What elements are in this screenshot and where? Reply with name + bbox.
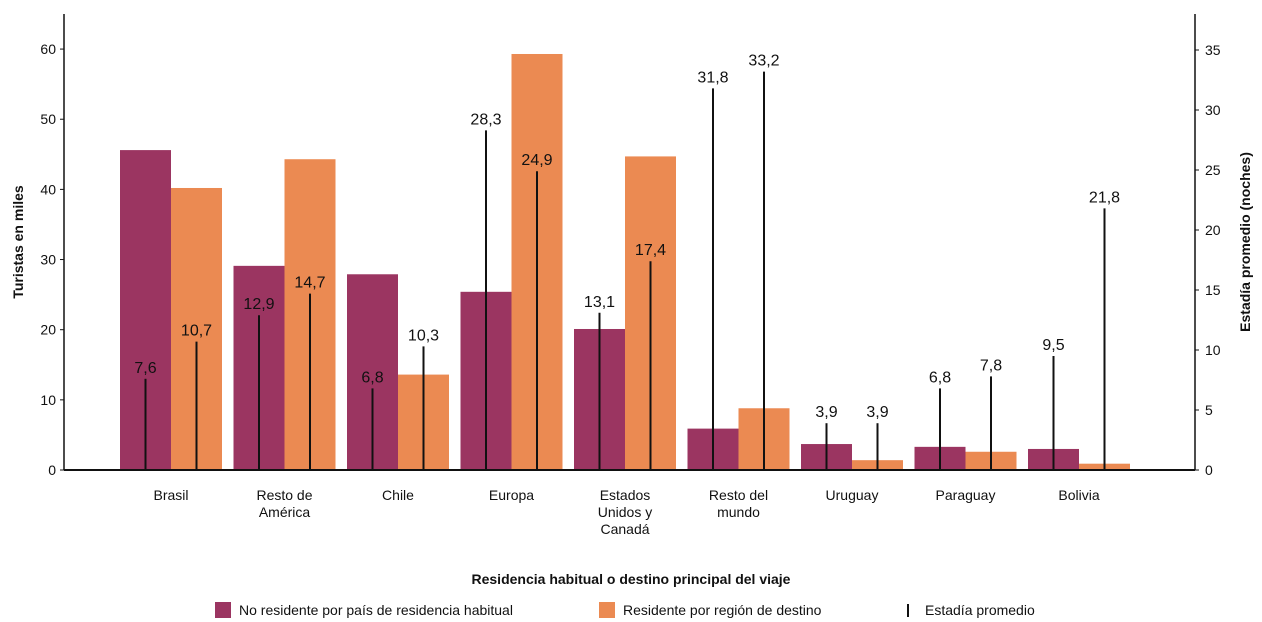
stay-label-no-residente: 31,8 — [697, 69, 728, 86]
y2-tick-label: 5 — [1205, 402, 1213, 418]
legend: No residente por país de residencia habi… — [215, 602, 1035, 618]
x-category-label: Estados — [600, 487, 651, 503]
stay-label-no-residente: 28,3 — [470, 111, 501, 128]
legend-label-residente: Residente por región de destino — [623, 602, 822, 618]
y2-tick-label: 10 — [1205, 342, 1221, 358]
stay-label-residente: 7,8 — [980, 357, 1002, 374]
legend-label-estadia: Estadía promedio — [925, 602, 1035, 618]
x-category-label: Paraguay — [936, 487, 996, 503]
x-category-label: Canadá — [600, 521, 649, 537]
stay-line-group — [144, 71, 1106, 470]
stay-label-residente: 33,2 — [748, 53, 779, 70]
stay-label-residente: 24,9 — [521, 152, 552, 169]
x-category-label: Resto del — [709, 487, 768, 503]
stay-label-no-residente: 9,5 — [1042, 337, 1064, 354]
stay-label-no-residente: 6,8 — [361, 369, 383, 386]
y2-tick-label: 0 — [1205, 462, 1213, 478]
axes: 0 10 20 30 40 50 60 0 5 10 15 20 25 30 35 — [40, 14, 1221, 478]
y-tick-label: 10 — [40, 392, 56, 408]
y-tick-label: 20 — [40, 322, 56, 338]
bar-group — [120, 53, 1130, 471]
legend-label-no-residente: No residente por país de residencia habi… — [239, 602, 513, 618]
x-category-label: Europa — [489, 487, 534, 503]
stay-label-residente: 14,7 — [294, 275, 325, 292]
y2-tick-label: 35 — [1205, 42, 1221, 58]
legend-swatch-residente — [599, 602, 615, 618]
y2-axis-title: Estadía promedio (noches) — [1237, 152, 1253, 332]
y2-tick-label: 15 — [1205, 282, 1221, 298]
y2-tick-label: 25 — [1205, 162, 1221, 178]
x-category-label: Bolivia — [1058, 487, 1099, 503]
y-tick-label: 30 — [40, 252, 56, 268]
x-category-label: Chile — [382, 487, 414, 503]
x-category-label: Brasil — [153, 487, 188, 503]
legend-swatch-no-residente — [215, 602, 231, 618]
y-tick-label: 60 — [40, 41, 56, 57]
stay-label-residente: 10,3 — [408, 327, 439, 344]
stay-label-residente: 21,8 — [1089, 189, 1120, 206]
y-tick-label: 0 — [48, 462, 56, 478]
stay-label-no-residente: 7,6 — [134, 360, 156, 377]
y2-tick-label: 30 — [1205, 102, 1221, 118]
stay-label-residente: 10,7 — [181, 323, 212, 340]
stay-label-no-residente: 6,8 — [929, 369, 951, 386]
stay-label-residente: 17,4 — [635, 242, 666, 259]
x-category-label: Uruguay — [826, 487, 879, 503]
y-tick-label: 40 — [40, 181, 56, 197]
stay-label-no-residente: 3,9 — [815, 404, 837, 421]
y-axis-title: Turistas en miles — [10, 185, 26, 299]
x-category-label: América — [259, 504, 311, 520]
stay-label-residente: 3,9 — [866, 404, 888, 421]
x-category-label: Unidos y — [598, 504, 652, 520]
y-tick-label: 50 — [40, 111, 56, 127]
x-category-label: mundo — [717, 504, 760, 520]
x-axis-title: Residencia habitual o destino principal … — [472, 571, 791, 587]
x-category-label: Resto de — [256, 487, 312, 503]
y2-tick-label: 20 — [1205, 222, 1221, 238]
stay-label-no-residente: 12,9 — [243, 296, 274, 313]
stay-label-no-residente: 13,1 — [584, 294, 615, 311]
legend-swatch-estadia — [907, 604, 909, 617]
